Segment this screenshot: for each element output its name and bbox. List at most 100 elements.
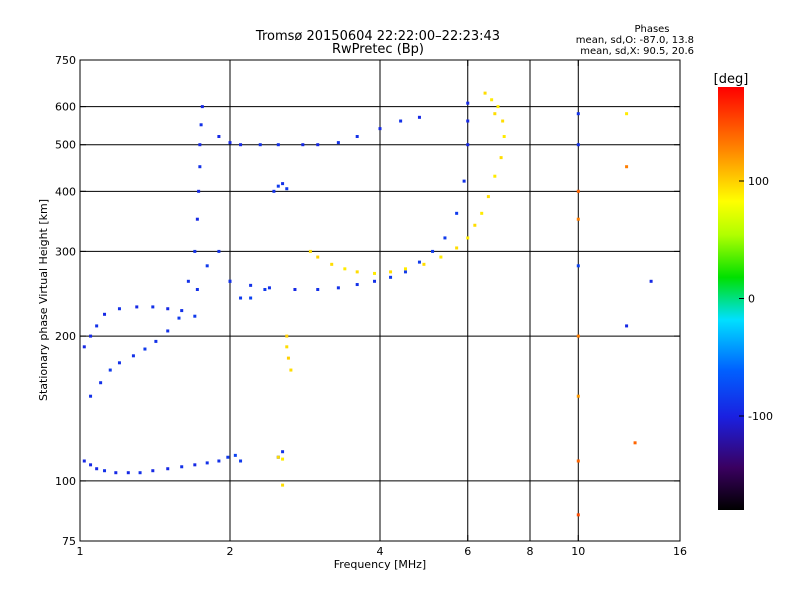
data-point (378, 127, 382, 131)
data-point (205, 264, 209, 268)
data-point (389, 270, 393, 274)
data-point (462, 179, 466, 183)
data-point (249, 296, 253, 300)
y-tick-label: 300 (55, 245, 76, 258)
data-point (186, 279, 190, 283)
data-point (466, 236, 470, 240)
y-tick-label: 200 (55, 330, 76, 343)
data-point (239, 459, 243, 463)
data-point (82, 345, 86, 349)
data-point (316, 143, 320, 147)
y-tick-label: 75 (62, 535, 76, 548)
data-point (466, 143, 470, 147)
data-point (336, 286, 340, 290)
x-tick-label: 8 (527, 545, 534, 558)
data-point (490, 98, 494, 102)
data-point (399, 119, 403, 123)
data-point (501, 119, 505, 123)
data-point (625, 324, 629, 328)
data-point (117, 361, 121, 365)
data-point (281, 182, 285, 186)
data-point (389, 275, 393, 279)
data-point (99, 381, 103, 385)
data-point (198, 143, 202, 147)
colorbar-tick-label: 0 (748, 293, 755, 306)
data-point (197, 189, 201, 193)
data-point (576, 112, 580, 116)
phase-stats-title: Phases (634, 24, 669, 35)
x-tick-label: 10 (571, 545, 585, 558)
y-tick-label: 100 (55, 475, 76, 488)
data-point (103, 312, 107, 316)
data-point (403, 267, 407, 271)
data-point (205, 461, 209, 465)
data-point (373, 279, 377, 283)
data-point (286, 356, 290, 360)
data-point (355, 270, 359, 274)
x-axis-label: Frequency [MHz] (334, 558, 426, 571)
data-point (226, 455, 230, 459)
data-point (576, 334, 580, 338)
data-point (195, 217, 199, 221)
data-point (466, 119, 470, 123)
data-point (466, 101, 470, 105)
x-tick-label: 6 (464, 545, 471, 558)
data-point (576, 189, 580, 193)
data-point (217, 249, 221, 253)
data-point (576, 394, 580, 398)
data-point (502, 135, 506, 139)
data-point (199, 123, 203, 127)
data-point (135, 305, 139, 309)
data-point (486, 195, 490, 199)
data-point (285, 334, 289, 338)
data-point (281, 483, 285, 487)
data-point (417, 115, 421, 119)
data-point (166, 307, 170, 311)
data-point (422, 262, 426, 266)
x-tick-label: 4 (377, 545, 384, 558)
data-point (151, 305, 155, 309)
data-point (403, 270, 407, 274)
data-points (82, 91, 653, 517)
data-point (228, 279, 232, 283)
data-point (431, 249, 435, 253)
data-point (480, 211, 484, 215)
y-tick-label: 600 (55, 101, 76, 114)
data-point (576, 217, 580, 221)
data-point (166, 467, 170, 471)
data-point (193, 463, 197, 467)
data-point (499, 156, 503, 160)
y-tick-label: 500 (55, 139, 76, 152)
data-point (336, 141, 340, 145)
colorbar-tick-label: -100 (748, 410, 773, 423)
data-point (439, 255, 443, 259)
colorbar-ticks: -100 0 100 (739, 175, 773, 423)
data-point (496, 105, 500, 109)
data-point (258, 143, 262, 147)
data-point (193, 314, 197, 318)
data-point (649, 279, 653, 283)
y-axis-label: Stationary phase Virtual Height [km] (37, 199, 50, 401)
data-point (576, 459, 580, 463)
data-point (276, 455, 280, 459)
data-point (355, 283, 359, 287)
data-point (483, 91, 487, 95)
data-point (239, 296, 243, 300)
data-point (281, 450, 285, 454)
data-point (281, 457, 285, 461)
data-point (166, 329, 170, 333)
data-point (126, 471, 130, 475)
data-point (233, 453, 237, 457)
data-point (293, 287, 297, 291)
data-point (276, 184, 280, 188)
data-point (177, 316, 181, 320)
data-point (200, 105, 204, 109)
grid-lines (80, 60, 680, 541)
data-point (493, 112, 497, 116)
data-point (493, 174, 497, 178)
data-point (473, 223, 477, 227)
data-point (330, 262, 334, 266)
data-point (239, 143, 243, 147)
data-point (443, 236, 447, 240)
colorbar-tick-label: 100 (748, 175, 769, 188)
